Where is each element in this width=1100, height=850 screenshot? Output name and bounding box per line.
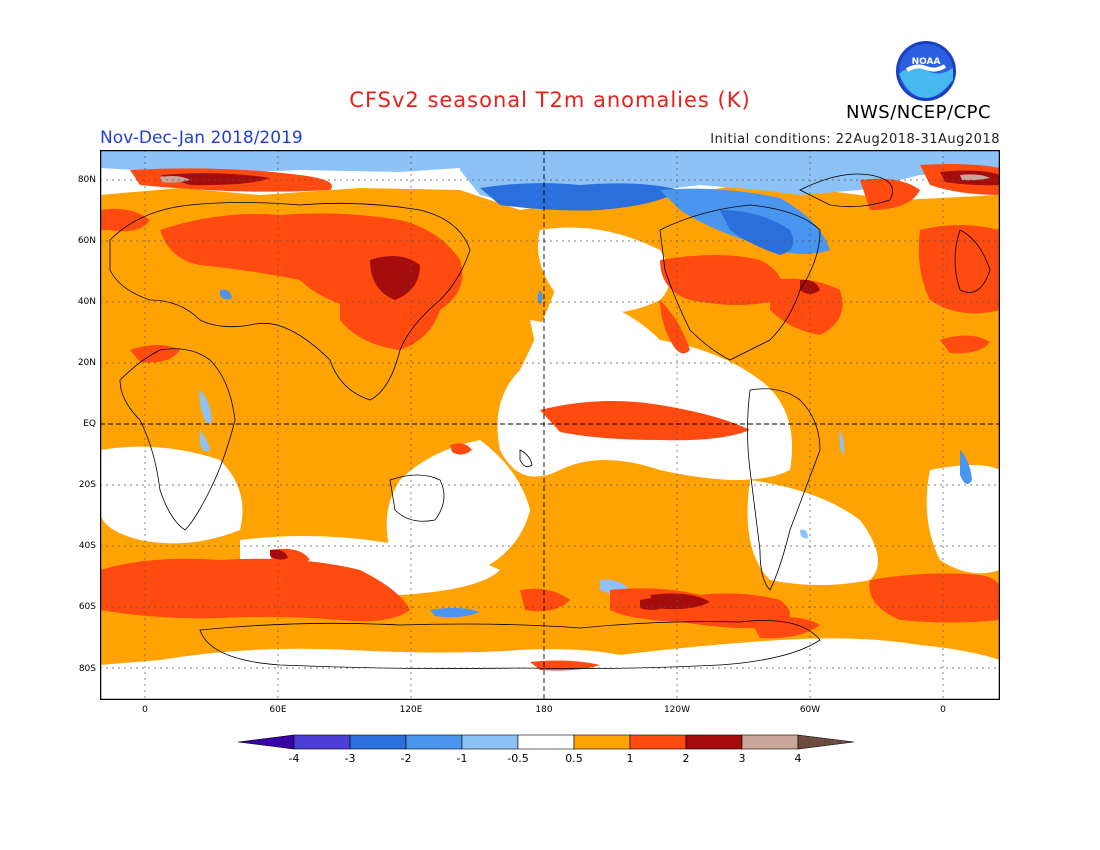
colorbar-arrow-high bbox=[797, 734, 855, 750]
noaa-logo-icon: NOAA bbox=[896, 41, 956, 101]
colorbar-swatch bbox=[573, 734, 631, 750]
colorbar-swatch bbox=[461, 734, 519, 750]
colorbar-swatch bbox=[685, 734, 743, 750]
colorbar-label: -1 bbox=[456, 752, 468, 765]
anomaly-map bbox=[100, 150, 1000, 700]
lat-label: 80S bbox=[78, 664, 96, 674]
colorbar-label: -0.5 bbox=[507, 752, 529, 765]
lat-label: EQ bbox=[83, 419, 96, 429]
lon-label: 0 bbox=[142, 705, 148, 715]
lon-label: 180 bbox=[535, 705, 553, 715]
colorbar-label: -3 bbox=[344, 752, 356, 765]
map-frame bbox=[100, 150, 1000, 700]
lat-label: 40N bbox=[77, 297, 96, 307]
lat-label: 60N bbox=[77, 236, 96, 246]
colorbar-label: 1 bbox=[626, 752, 634, 765]
agency-label: NWS/NCEP/CPC bbox=[846, 102, 992, 123]
colorbar-swatch bbox=[629, 734, 687, 750]
colorbar-label: -4 bbox=[288, 752, 300, 765]
colorbar-swatch bbox=[405, 734, 463, 750]
colorbar bbox=[238, 734, 855, 750]
colorbar-label: -2 bbox=[400, 752, 412, 765]
lon-label: 120W bbox=[663, 705, 691, 715]
lat-label: 80N bbox=[77, 175, 96, 185]
lat-label: 20S bbox=[78, 480, 96, 490]
gridlines bbox=[100, 150, 1000, 700]
lon-label: 120E bbox=[399, 705, 423, 715]
colorbar-label: 2 bbox=[682, 752, 690, 765]
colorbar-swatch bbox=[517, 734, 575, 750]
lon-label: 60E bbox=[269, 705, 287, 715]
colorbar-swatch bbox=[349, 734, 407, 750]
coastlines bbox=[109, 173, 991, 669]
lon-label: 0 bbox=[940, 705, 946, 715]
colorbar-label: 4 bbox=[794, 752, 802, 765]
colorbar-arrow-low bbox=[238, 734, 295, 750]
colorbar-swatch bbox=[293, 734, 351, 750]
colorbar-label: 3 bbox=[738, 752, 746, 765]
extreme-warm-anomaly-regions bbox=[160, 174, 990, 183]
lat-label: 20N bbox=[77, 358, 96, 368]
equator-dateline bbox=[100, 150, 1000, 700]
lat-label: 60S bbox=[78, 602, 96, 612]
colorbar-swatch bbox=[741, 734, 799, 750]
period-label: Nov-Dec-Jan 2018/2019 bbox=[100, 128, 303, 148]
colorbar-label: 0.5 bbox=[565, 752, 583, 765]
lon-label: 60W bbox=[799, 705, 821, 715]
noaa-logo-text: NOAA bbox=[912, 57, 941, 67]
lat-label: 40S bbox=[78, 541, 96, 551]
chart-title: CFSv2 seasonal T2m anomalies (K) bbox=[349, 88, 751, 112]
initial-conditions-label: Initial conditions: 22Aug2018-31Aug2018 bbox=[710, 132, 1000, 147]
